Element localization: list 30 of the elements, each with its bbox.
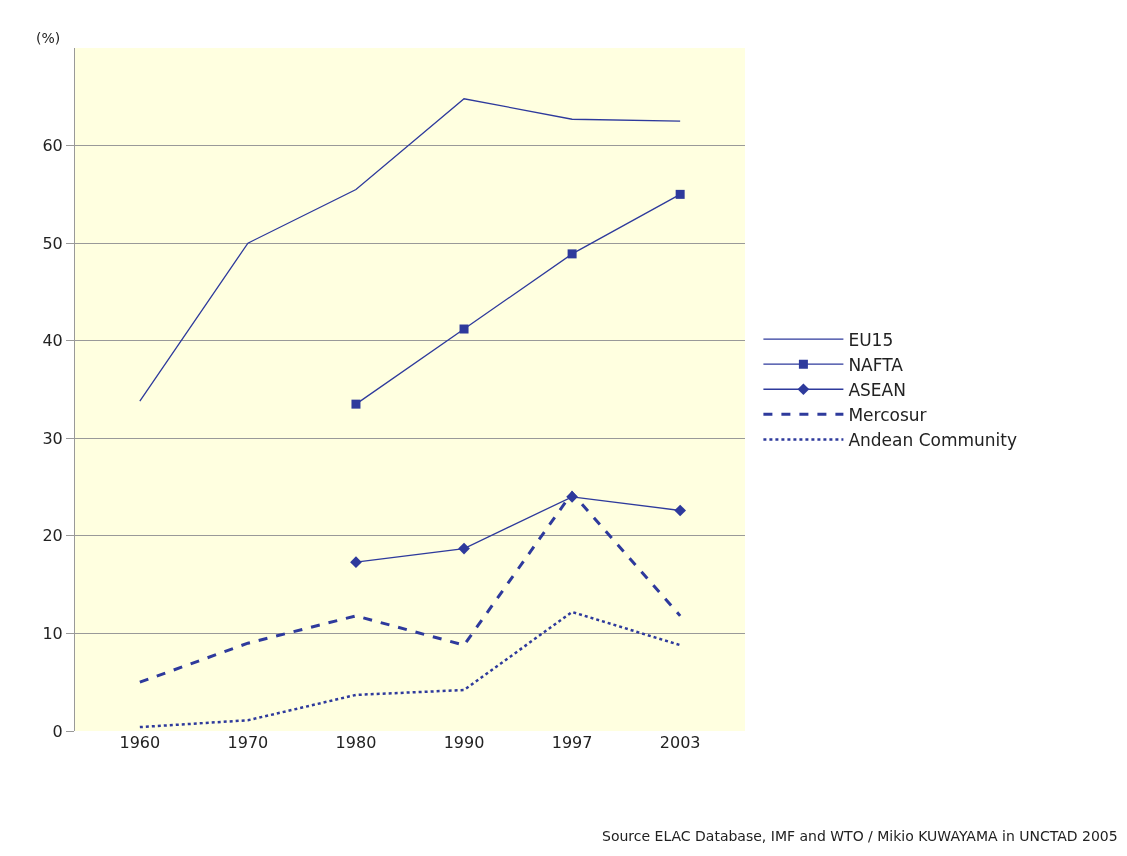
x-tick-label: 2003 xyxy=(659,733,701,752)
point xyxy=(675,189,685,199)
y-tick-label: 20 xyxy=(42,526,63,546)
x-tick-label: 1970 xyxy=(227,733,269,752)
point xyxy=(350,556,362,569)
y-tick-label: 60 xyxy=(42,136,63,156)
point xyxy=(459,324,469,334)
point xyxy=(351,399,361,409)
line-series xyxy=(139,98,681,402)
x-tick-label: 1990 xyxy=(443,733,485,752)
x-tick-label: 1980 xyxy=(335,733,377,752)
y-tick-label: 30 xyxy=(42,428,63,448)
source-note: Source ELAC Database, IMF and WTO / Mikio KUWAYAMA in UNCTAD 2005 xyxy=(602,828,1118,844)
y-tick-label: 40 xyxy=(42,331,63,351)
y-tick-label: 0 xyxy=(52,721,63,741)
line-series xyxy=(138,610,682,729)
legend-label: ASEAN xyxy=(848,379,906,400)
legend-label: Andean Community xyxy=(848,430,1018,451)
x-tick-label: 1997 xyxy=(551,733,593,752)
point xyxy=(458,542,470,555)
y-axis-title: (%) xyxy=(36,30,61,46)
line-series xyxy=(138,490,682,684)
y-tick-label: 10 xyxy=(42,624,63,644)
legend-label: NAFTA xyxy=(848,354,904,375)
point xyxy=(567,249,577,259)
y-tick-label: 50 xyxy=(42,233,63,253)
point xyxy=(674,504,687,517)
legend-label: EU15 xyxy=(848,329,894,350)
legend-label: Mercosur xyxy=(848,404,927,425)
x-tick-label: 1960 xyxy=(119,733,161,752)
